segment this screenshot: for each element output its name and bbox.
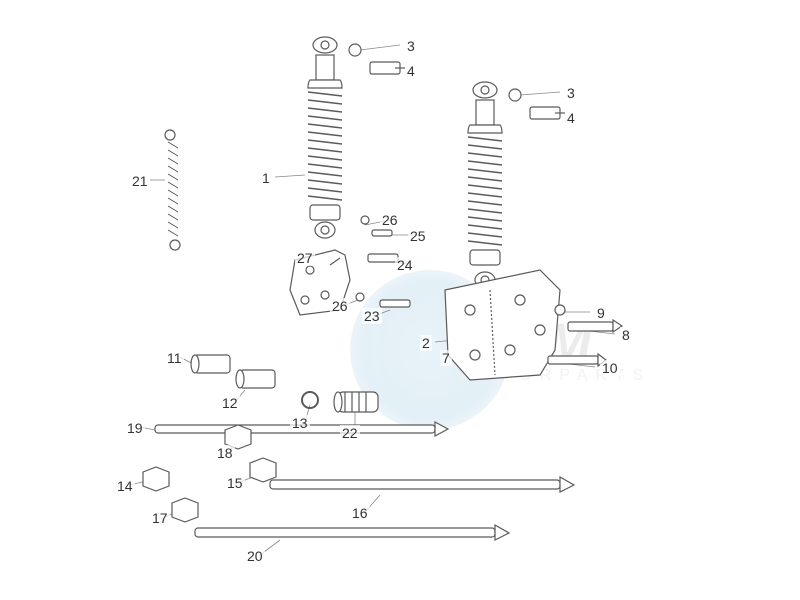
part-label-20: 20 bbox=[245, 548, 265, 564]
part-label-18: 18 bbox=[215, 445, 235, 461]
part-label-8: 8 bbox=[620, 327, 632, 343]
part-label-27: 27 bbox=[295, 250, 315, 266]
part-label-4: 4 bbox=[565, 110, 577, 126]
part-label-17: 17 bbox=[150, 510, 170, 526]
part-label-25: 25 bbox=[408, 228, 428, 244]
part-label-21: 21 bbox=[130, 173, 150, 189]
part-label-9: 9 bbox=[595, 305, 607, 321]
part-label-13: 13 bbox=[290, 415, 310, 431]
parts-diagram-container: OSM MOTORPARTS bbox=[0, 0, 800, 600]
part-label-19: 19 bbox=[125, 420, 145, 436]
part-label-26: 26 bbox=[330, 298, 350, 314]
spacers bbox=[191, 355, 275, 388]
part-label-15: 15 bbox=[225, 475, 245, 491]
part-label-2: 2 bbox=[420, 335, 432, 351]
part-label-3: 3 bbox=[405, 38, 417, 54]
part-label-1: 1 bbox=[260, 170, 272, 186]
part-label-7: 7 bbox=[440, 350, 452, 366]
part-label-12: 12 bbox=[220, 395, 240, 411]
bracket-bolts bbox=[548, 305, 622, 366]
part-label-10: 10 bbox=[600, 360, 620, 376]
main-bracket bbox=[445, 270, 560, 380]
part-label-16: 16 bbox=[350, 505, 370, 521]
part-label-11: 11 bbox=[165, 350, 184, 366]
part-label-26: 26 bbox=[380, 212, 400, 228]
extension-spring bbox=[165, 130, 180, 250]
part-label-24: 24 bbox=[395, 257, 415, 273]
shock-absorber-left bbox=[308, 37, 405, 238]
diagram-svg bbox=[0, 0, 800, 600]
part-label-3: 3 bbox=[565, 85, 577, 101]
part-label-4: 4 bbox=[405, 63, 417, 79]
part-label-14: 14 bbox=[115, 478, 135, 494]
part-label-23: 23 bbox=[362, 308, 382, 324]
bushing bbox=[334, 392, 378, 412]
shock-absorber-right bbox=[468, 82, 565, 288]
part-label-22: 22 bbox=[340, 425, 360, 441]
